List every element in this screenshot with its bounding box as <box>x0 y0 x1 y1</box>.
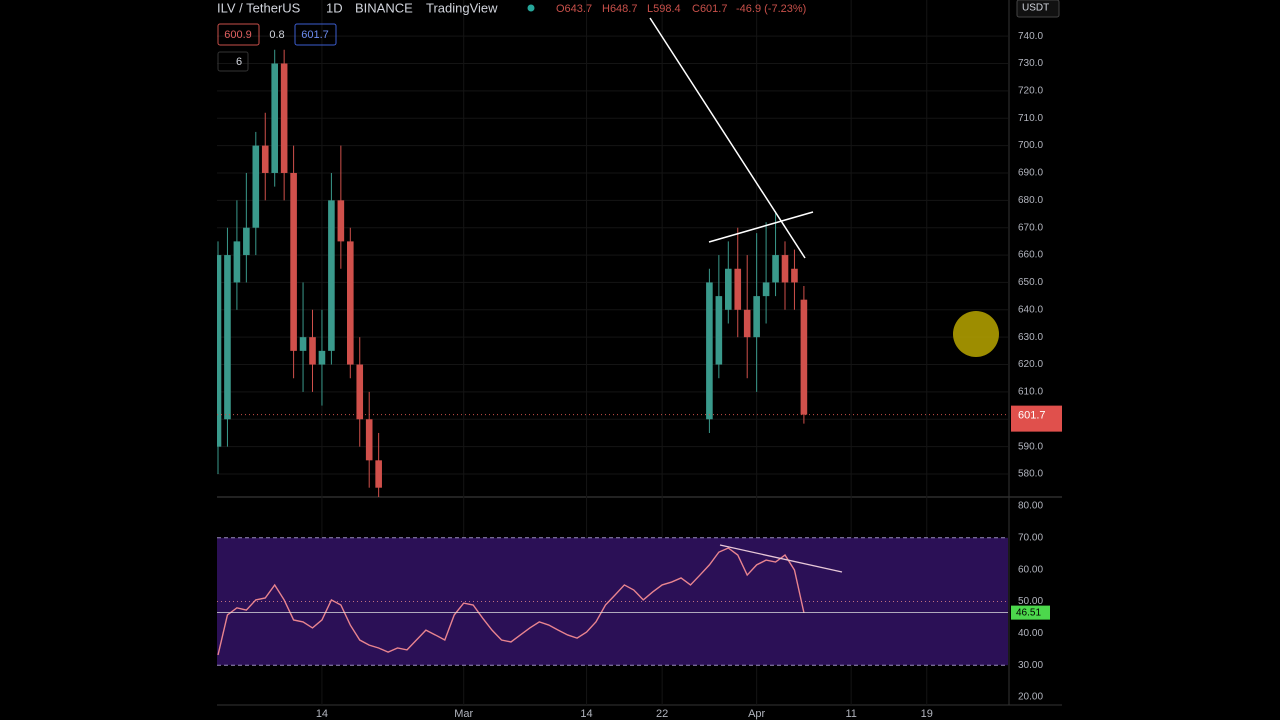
candle-body <box>299 337 307 351</box>
ohlc-low: L598.4 <box>647 3 681 15</box>
y-tick-label: 70.00 <box>1018 532 1043 543</box>
y-tick-label: 590.0 <box>1018 441 1043 452</box>
indicators-toggle[interactable] <box>217 51 249 72</box>
interval[interactable]: 1D <box>326 0 343 15</box>
candle-body <box>217 255 222 447</box>
y-tick-label: 40.00 <box>1018 628 1043 639</box>
y-tick-label: 20.00 <box>1018 692 1043 703</box>
y-tick-label: 670.0 <box>1018 222 1043 233</box>
drawings <box>649 17 814 259</box>
candle-body <box>743 309 751 338</box>
y-tick-label: 710.0 <box>1018 113 1043 124</box>
y-tick-label: 80.00 <box>1018 501 1043 512</box>
x-tick-label: Mar <box>454 708 473 720</box>
candle-body <box>800 299 808 415</box>
y-tick-label: 50.00 <box>1018 596 1043 607</box>
cursor-highlight <box>953 311 999 357</box>
candle-body <box>791 268 798 283</box>
ohlc-change: -46.9 (-7.23%) <box>736 3 806 15</box>
y-tick-label: 690.0 <box>1018 168 1043 179</box>
trend-line <box>719 544 843 573</box>
source: TradingView <box>426 0 498 15</box>
candle-body <box>762 282 770 297</box>
candle-body <box>224 255 231 420</box>
last-price-label: 601.7 <box>1018 410 1046 422</box>
y-tick-label: 650.0 <box>1018 277 1043 288</box>
price-pane <box>217 49 808 497</box>
candle-body <box>280 63 288 173</box>
candle-body <box>725 268 732 310</box>
indicator-count[interactable]: 6 <box>236 56 242 68</box>
candle-body <box>309 337 316 365</box>
y-tick-label: 630.0 <box>1018 332 1043 343</box>
x-tick-label: 14 <box>316 708 328 720</box>
x-tick-label: 11 <box>845 708 856 720</box>
candle-body <box>252 145 260 228</box>
candle-body <box>772 255 779 283</box>
currency[interactable]: USDT <box>1022 3 1049 14</box>
y-tick-label: 620.0 <box>1018 359 1043 370</box>
currency-dropdown[interactable] <box>1016 0 1060 18</box>
buy-button[interactable] <box>294 23 337 46</box>
ask[interactable]: 601.7 <box>301 29 329 41</box>
last-price-tag <box>1011 405 1062 432</box>
y-tick-label: 740.0 <box>1018 31 1043 42</box>
candle-body <box>290 172 297 351</box>
x-tick-label: 19 <box>921 708 933 720</box>
grid <box>217 0 1008 705</box>
y-tick-label: 660.0 <box>1018 250 1043 261</box>
rsi-band <box>217 537 1008 666</box>
ohlc-high: H648.7 <box>602 3 637 15</box>
market-status <box>527 4 535 12</box>
candle-body <box>375 460 382 488</box>
sell-button[interactable] <box>217 23 260 46</box>
y-tick-label: 680.0 <box>1018 195 1043 206</box>
y-tick-label: 30.00 <box>1018 660 1043 671</box>
y-tick-label: 640.0 <box>1018 304 1043 315</box>
rsi-value-label: 46.51 <box>1016 607 1041 618</box>
candle-body <box>347 241 354 365</box>
candle-body <box>271 63 278 173</box>
candle-body <box>781 255 789 283</box>
y-tick-label: 700.0 <box>1018 140 1043 151</box>
rsi-line <box>217 547 805 656</box>
x-tick-label: Apr <box>748 708 765 720</box>
candle-body <box>356 364 364 420</box>
candle-body <box>328 200 335 351</box>
rsi-pane <box>217 537 1008 666</box>
y-tick-label: 580.0 <box>1018 469 1043 480</box>
candle-body <box>706 282 713 420</box>
candle-body <box>753 296 760 338</box>
candle-body <box>734 268 742 310</box>
spread: 0.8 <box>269 29 284 41</box>
bid[interactable]: 600.9 <box>224 29 252 41</box>
y-tick-label: 720.0 <box>1018 86 1043 97</box>
trend-line <box>649 17 806 259</box>
y-tick-label: 610.0 <box>1018 387 1043 398</box>
rsi-value-tag <box>1011 605 1050 620</box>
candle-body <box>261 145 269 173</box>
symbol[interactable]: ILV / TetherUS <box>217 0 301 15</box>
x-tick-label: 14 <box>580 708 592 720</box>
y-tick-label: 60.00 <box>1018 564 1043 575</box>
exchange: BINANCE <box>355 0 413 15</box>
ohlc-close: C601.7 <box>692 3 727 15</box>
candle-body <box>233 241 241 283</box>
y-tick-label: 730.0 <box>1018 58 1043 69</box>
candle-body <box>243 227 250 256</box>
x-tick-label: 22 <box>656 708 668 720</box>
candle-body <box>365 419 373 461</box>
ohlc-open: O643.7 <box>556 3 592 15</box>
trend-line <box>708 211 814 243</box>
candle-body <box>337 200 345 242</box>
axes: 14Mar1422Apr1119580.0590.0600.0610.0620.… <box>316 31 1062 720</box>
candle-body <box>715 296 723 365</box>
candle-body <box>318 350 326 365</box>
